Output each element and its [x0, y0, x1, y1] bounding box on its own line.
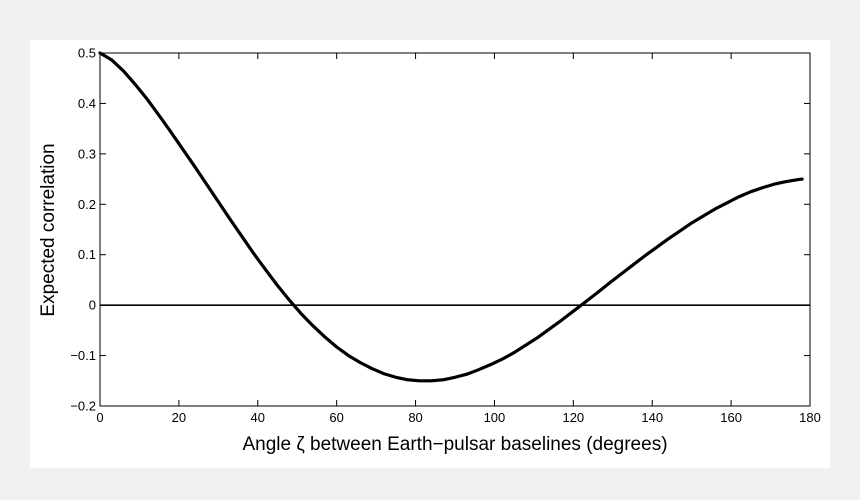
x-tick-label: 80: [408, 410, 422, 425]
series-line-0: [98, 51, 804, 383]
y-tick-label: 0.3: [78, 146, 96, 161]
chart-figure: 0 20 40 60 80 100 120 140 160 180 −0.2 −0.1 0 0.1 0.2 0…: [30, 40, 830, 468]
correlation-chart: 0 20 40 60 80 100 120 140 160 180 −0.2 −0.1 0 0.1 0.2 0…: [38, 46, 821, 456]
x-tick-label: 160: [720, 410, 742, 425]
y-tick-label: −0.1: [70, 348, 96, 363]
x-tick-label: 140: [641, 410, 663, 425]
x-tick-label: 40: [251, 410, 265, 425]
y-tick-label: 0.1: [78, 247, 96, 262]
x-tick-label: 0: [96, 410, 103, 425]
x-axis-label: Angle ζ between Earth−pulsar baselines (…: [242, 434, 667, 455]
x-tick-label: 100: [484, 410, 506, 425]
y-tick-label: 0.4: [78, 96, 96, 111]
y-axis-label: Expected correlation: [38, 143, 59, 316]
y-tick-label: 0: [89, 298, 96, 313]
x-tick-label: 120: [562, 410, 584, 425]
x-tick-label: 60: [329, 410, 343, 425]
x-tick-label: 20: [172, 410, 186, 425]
plot-frame: [99, 52, 811, 407]
y-tick-label: 0.2: [78, 197, 96, 212]
x-tick-label: 180: [799, 410, 821, 425]
y-tick-label: −0.2: [70, 399, 96, 414]
y-tick-label: 0.5: [78, 46, 96, 61]
